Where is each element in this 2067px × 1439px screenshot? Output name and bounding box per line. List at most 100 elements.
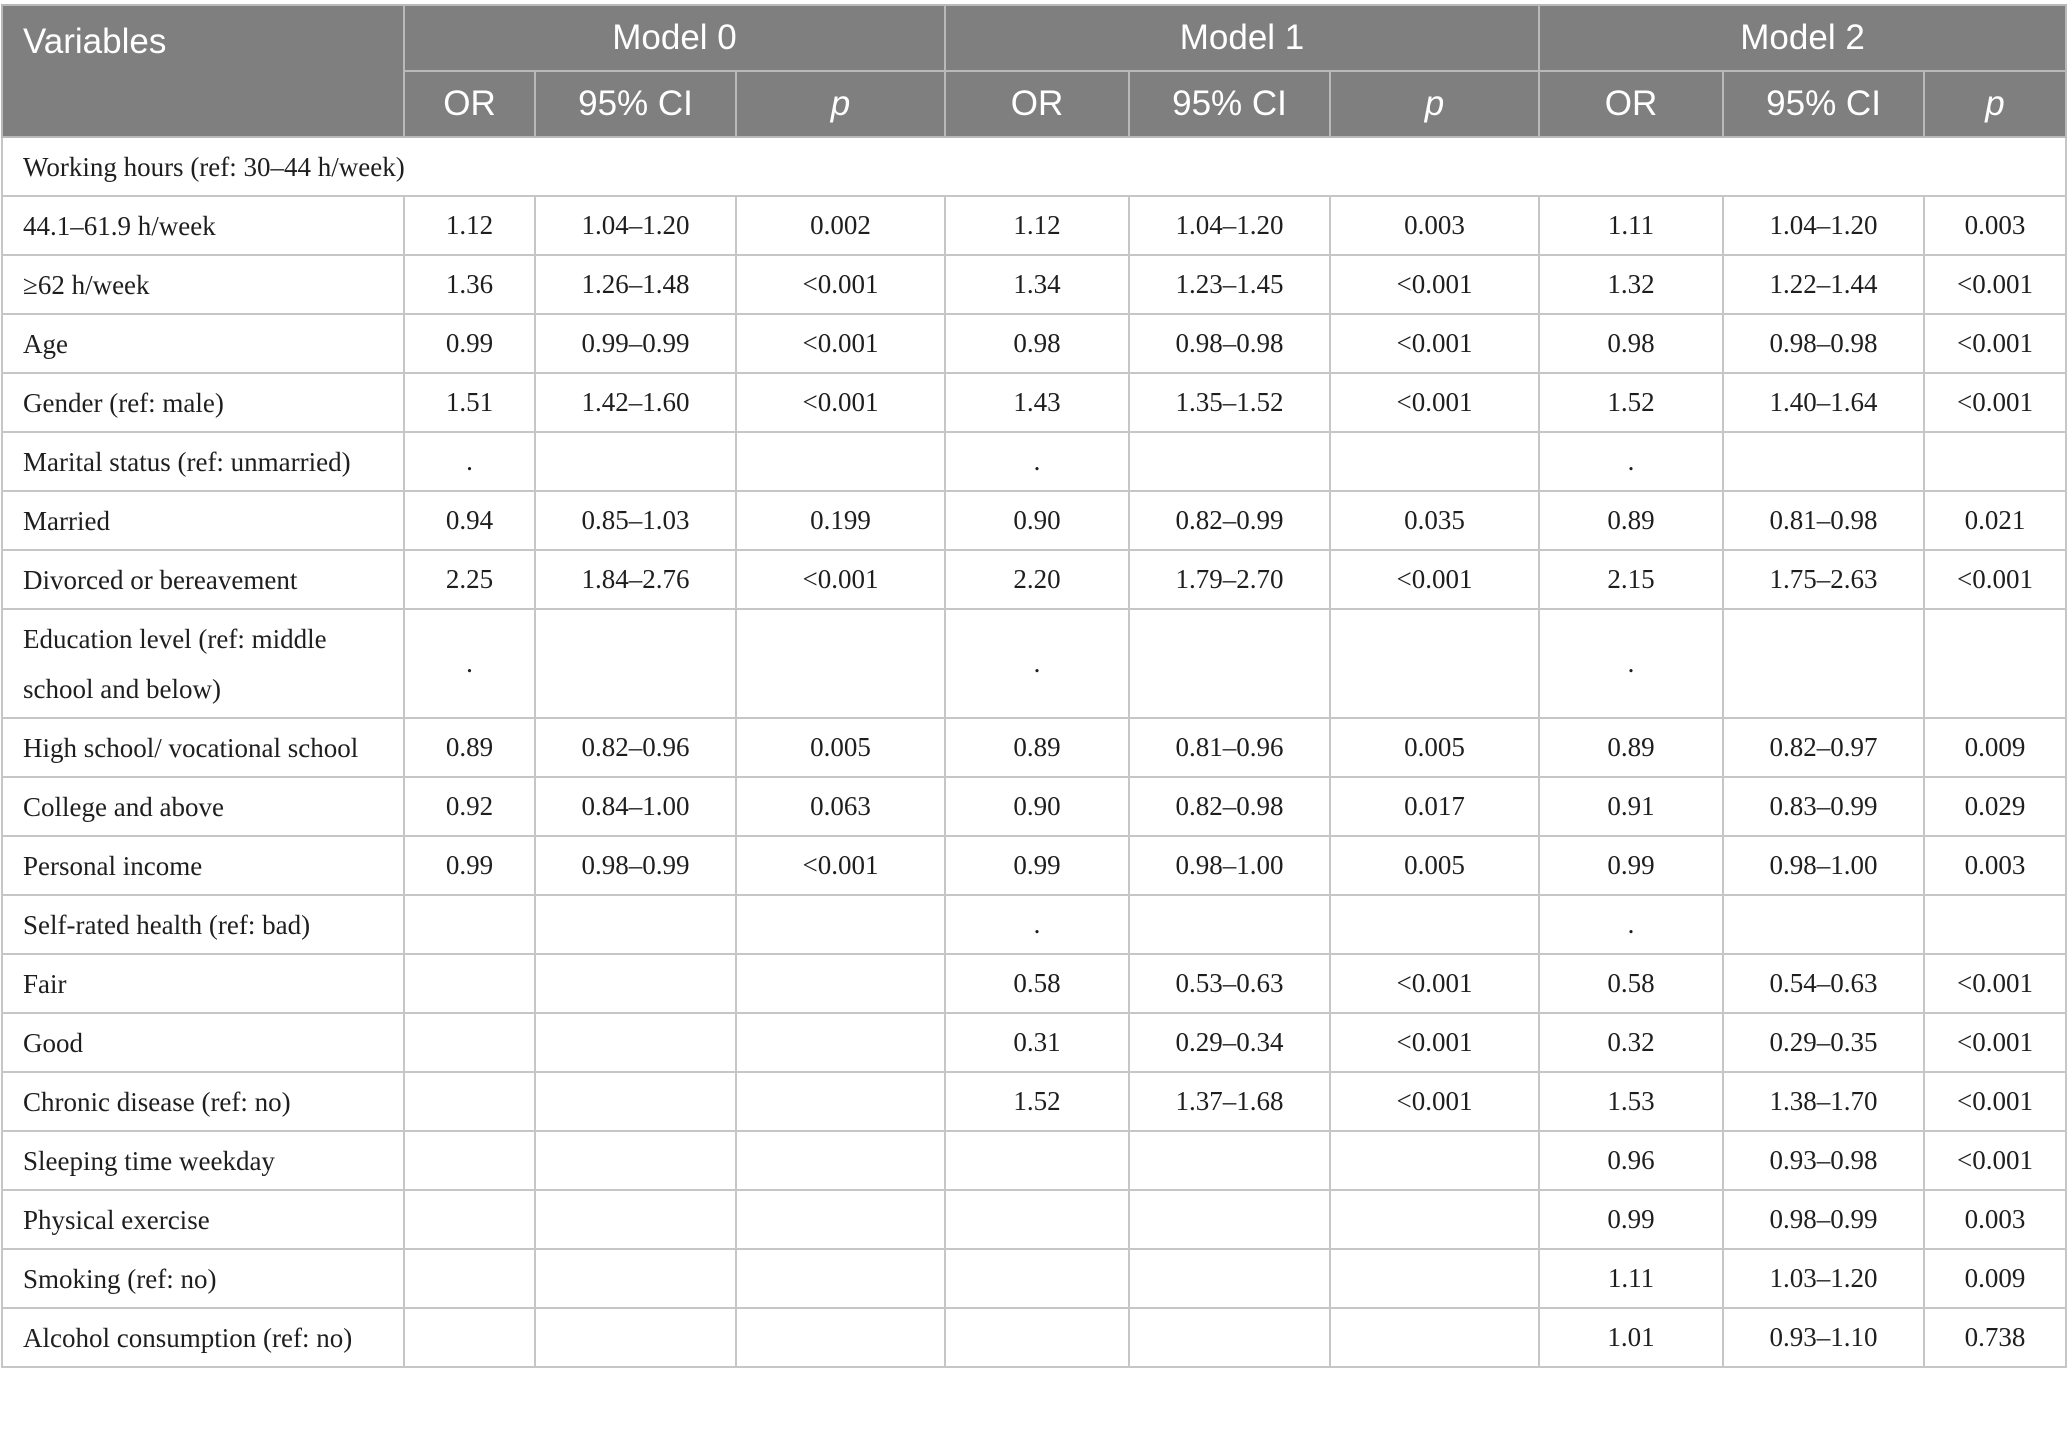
ci-cell xyxy=(1128,1248,1332,1309)
row-label: 44.1–61.9 h/week xyxy=(1,195,405,256)
ci-cell: 0.29–0.34 xyxy=(1128,1012,1332,1073)
or-cell: 1.51 xyxy=(403,372,536,433)
ci-cell: 0.98–0.99 xyxy=(534,835,737,896)
row-label: Chronic disease (ref: no) xyxy=(1,1071,405,1132)
ci-cell: 0.98–1.00 xyxy=(1722,835,1926,896)
p-cell: <0.001 xyxy=(734,313,947,374)
row-label: High school/ vocational school xyxy=(1,717,405,778)
section-row: Working hours (ref: 30–44 h/week) xyxy=(0,136,2067,197)
ci-cell xyxy=(1128,608,1332,719)
section-title: Working hours (ref: 30–44 h/week) xyxy=(0,136,2067,197)
p-cell xyxy=(734,1307,947,1368)
ci-cell: 0.93–1.10 xyxy=(1722,1307,1926,1368)
or-cell: 0.89 xyxy=(944,717,1131,778)
row-label: Good xyxy=(1,1012,405,1073)
p-cell: <0.001 xyxy=(1329,372,1541,433)
ci-cell: 0.82–0.97 xyxy=(1722,717,1926,778)
or-cell: . xyxy=(403,608,536,719)
ci-cell xyxy=(534,1189,737,1250)
ci-cell: 1.22–1.44 xyxy=(1722,254,1926,315)
table-row: Chronic disease (ref: no) 1.52 1.37–1.68 <0… xyxy=(1,1071,2067,1132)
ci-cell: 1.37–1.68 xyxy=(1128,1071,1332,1132)
ci-cell xyxy=(534,953,737,1014)
or-cell: 0.90 xyxy=(944,776,1131,837)
p-cell: 0.005 xyxy=(1329,717,1541,778)
p-cell: 0.002 xyxy=(734,195,947,256)
p-cell: <0.001 xyxy=(1329,313,1541,374)
ci-cell: 0.99–0.99 xyxy=(534,313,737,374)
ci-cell: 1.75–2.63 xyxy=(1722,549,1926,610)
ci-cell: 0.82–0.99 xyxy=(1128,490,1332,551)
or-header: OR xyxy=(944,70,1131,138)
p-cell: <0.001 xyxy=(734,372,947,433)
table-row: Smoking (ref: no) 1.11 1.03–1.20 0.009 xyxy=(1,1248,2067,1309)
or-cell: 0.89 xyxy=(403,717,536,778)
p-cell: <0.001 xyxy=(1923,372,2067,433)
ci-cell: 0.98–0.99 xyxy=(1722,1189,1926,1250)
ci-cell xyxy=(1128,1307,1332,1368)
or-cell: 0.58 xyxy=(1538,953,1725,1014)
ci-header: 95% CI xyxy=(1722,70,1926,138)
p-cell: 0.063 xyxy=(734,776,947,837)
p-cell: <0.001 xyxy=(734,835,947,896)
or-cell: 0.58 xyxy=(944,953,1131,1014)
p-cell: <0.001 xyxy=(1329,1071,1541,1132)
ci-cell xyxy=(1722,608,1926,719)
p-cell: 0.005 xyxy=(734,717,947,778)
p-cell xyxy=(1329,431,1541,492)
p-cell: 0.003 xyxy=(1923,195,2067,256)
or-cell xyxy=(403,1307,536,1368)
p-cell: <0.001 xyxy=(1329,254,1541,315)
ci-cell xyxy=(1128,894,1332,955)
p-cell xyxy=(734,1248,947,1309)
or-cell xyxy=(403,1012,536,1073)
ci-cell: 0.83–0.99 xyxy=(1722,776,1926,837)
ci-cell: 1.03–1.20 xyxy=(1722,1248,1926,1309)
p-cell: 0.035 xyxy=(1329,490,1541,551)
p-cell xyxy=(1329,1130,1541,1191)
p-cell: 0.003 xyxy=(1329,195,1541,256)
ci-cell: 0.98–0.98 xyxy=(1128,313,1332,374)
p-cell: <0.001 xyxy=(734,549,947,610)
or-cell: 0.89 xyxy=(1538,490,1725,551)
or-cell: 0.99 xyxy=(403,835,536,896)
ci-cell: 1.04–1.20 xyxy=(534,195,737,256)
p-cell xyxy=(734,953,947,1014)
table-row: Divorced or bereavement 2.25 1.84–2.76 <0.0… xyxy=(1,549,2067,610)
or-cell: 0.98 xyxy=(1538,313,1725,374)
row-label: Marital status (ref: unmarried) xyxy=(1,431,405,492)
ci-cell: 0.93–0.98 xyxy=(1722,1130,1926,1191)
row-label: Age xyxy=(1,313,405,374)
p-cell: <0.001 xyxy=(1923,953,2067,1014)
p-cell xyxy=(734,431,947,492)
ci-cell xyxy=(534,1012,737,1073)
table-row: Physical exercise 0.99 0.98–0.99 0.003 xyxy=(1,1189,2067,1250)
ci-cell: 0.53–0.63 xyxy=(1128,953,1332,1014)
table-row: Married 0.94 0.85–1.03 0.199 0.90 0.82–0.99 0.… xyxy=(1,490,2067,551)
ci-cell: 0.81–0.96 xyxy=(1128,717,1332,778)
ci-cell xyxy=(534,1307,737,1368)
or-cell: . xyxy=(1538,608,1725,719)
table-row: Gender (ref: male) 1.51 1.42–1.60 <0.001 1.4… xyxy=(1,372,2067,433)
p-cell: <0.001 xyxy=(1923,1012,2067,1073)
p-cell xyxy=(1329,1307,1541,1368)
or-cell: 0.89 xyxy=(1538,717,1725,778)
p-cell xyxy=(1923,431,2067,492)
ci-cell: 0.29–0.35 xyxy=(1722,1012,1926,1073)
table-row: Self-rated health (ref: bad).. xyxy=(1,894,2067,955)
p-cell: 0.021 xyxy=(1923,490,2067,551)
or-cell: 0.32 xyxy=(1538,1012,1725,1073)
row-label: Married xyxy=(1,490,405,551)
p-cell: <0.001 xyxy=(1923,1130,2067,1191)
or-cell: 1.36 xyxy=(403,254,536,315)
p-cell xyxy=(734,1130,947,1191)
ci-cell: 0.82–0.96 xyxy=(534,717,737,778)
p-cell xyxy=(1329,608,1541,719)
p-cell: <0.001 xyxy=(1923,549,2067,610)
ci-cell: 1.42–1.60 xyxy=(534,372,737,433)
p-cell: 0.009 xyxy=(1923,717,2067,778)
ci-header: 95% CI xyxy=(534,70,737,138)
or-cell xyxy=(944,1130,1131,1191)
p-cell xyxy=(734,1071,947,1132)
or-cell: 0.99 xyxy=(944,835,1131,896)
